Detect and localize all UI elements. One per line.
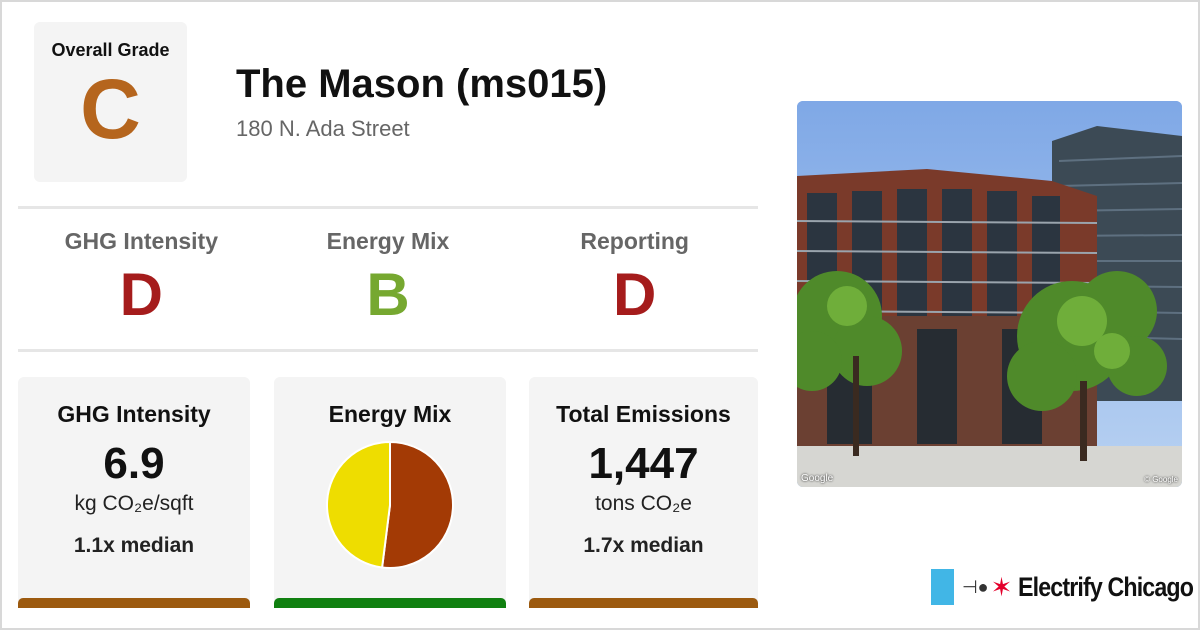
total-emissions-median: 1.7x median	[583, 534, 704, 557]
building-address: 180 N. Ada Street	[236, 116, 410, 141]
star-icon: ✶	[990, 572, 1013, 602]
ghg-intensity-card: GHG Intensity 6.9 kg CO₂e/sqft 1.1x medi…	[18, 377, 250, 608]
building-photo: Google © Google	[797, 101, 1182, 487]
total-emissions-unit: tons CO₂e	[595, 492, 692, 515]
brand-name: Electrify Chicago	[1018, 571, 1194, 602]
electrify-chicago-logo: ⊣● ✶ Electrify Chicago	[931, 569, 1200, 605]
subgrade-ghg: GHG Intensity D	[18, 222, 265, 342]
plug-icon: ⊣●	[962, 576, 989, 597]
photo-copyright: © Google	[1144, 475, 1178, 484]
total-emissions-card: Total Emissions 1,447 tons CO₂e 1.7x med…	[529, 377, 758, 608]
card-accent-bar	[274, 598, 506, 608]
overall-grade-value: C	[80, 62, 141, 156]
divider-bottom	[18, 349, 758, 352]
pie-slice-0	[380, 440, 454, 569]
building-title: The Mason (ms015)	[236, 62, 608, 106]
card-accent-bar	[529, 598, 758, 608]
subgrade-grade: D	[613, 261, 657, 328]
card-title: Energy Mix	[328, 401, 452, 427]
overall-grade-label: Overall Grade	[51, 40, 170, 60]
card-title: GHG Intensity	[57, 401, 211, 427]
overall-grade-box: Overall Grade C	[34, 22, 187, 182]
subgrade-reporting: Reporting D	[511, 222, 758, 342]
subgrade-energy-mix: Energy Mix B	[265, 222, 512, 342]
card-title: Total Emissions	[556, 401, 731, 427]
energy-mix-card: Energy Mix	[274, 377, 506, 608]
subgrade-label: GHG Intensity	[64, 228, 219, 254]
flag-stripe-icon	[931, 569, 954, 605]
subgrade-label: Energy Mix	[326, 228, 450, 254]
subgrade-grade: D	[119, 261, 163, 328]
subgrades-row: GHG Intensity D Energy Mix B Reporting D	[18, 222, 758, 342]
pie-slice-1	[326, 440, 391, 569]
subgrade-label: Reporting	[580, 228, 689, 254]
total-emissions-value: 1,447	[588, 439, 699, 488]
energy-mix-pie-chart	[326, 440, 454, 569]
card-accent-bar	[18, 598, 250, 608]
photo-credit: Google	[801, 473, 834, 484]
subgrade-grade: B	[366, 261, 410, 328]
ghg-intensity-unit: kg CO₂e/sqft	[74, 492, 194, 515]
ghg-intensity-median: 1.1x median	[73, 534, 195, 557]
divider-top	[18, 206, 758, 209]
ghg-intensity-value: 6.9	[103, 439, 165, 488]
